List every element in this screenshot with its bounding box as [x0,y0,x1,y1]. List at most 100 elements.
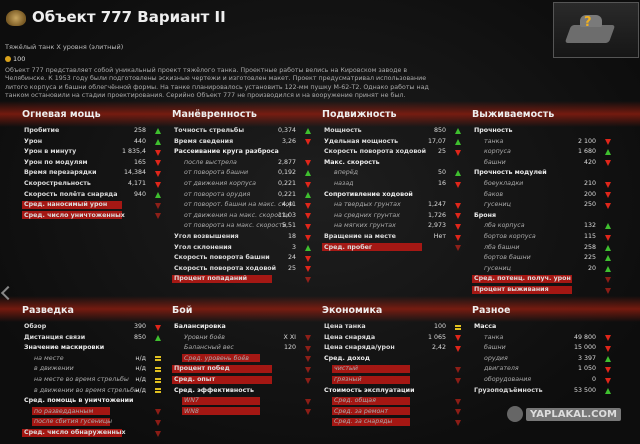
description: Объект 777 представляет собой уникальный… [5,67,429,99]
section-title: Разное [472,305,511,316]
highlight [472,274,572,283]
stat-value: 100 [433,323,446,330]
watermark-logo [507,406,523,422]
stat-value: 4,41 [281,201,296,209]
stat-label: Удельная мощность [324,137,399,145]
highlight [172,375,272,384]
stat-value: 2 100 [577,137,596,145]
trend-up [605,387,611,394]
vehicle-icon-label: ? [584,15,592,30]
stat-value: 420 [583,158,596,166]
stat-label: Процент попаданий [174,275,248,283]
trend-up [605,355,611,362]
stat-label: Мощность [324,127,362,134]
trend-same [155,366,161,372]
stat-value: 3,26 [281,137,296,145]
stat-label: баков [484,190,504,198]
stat-label: по разведданным [34,407,94,415]
stat-label: Урон в минуту [24,148,77,156]
trend-up [605,244,611,251]
stat-label: Время сведения [174,137,234,145]
stat-value: 1,726 [427,211,446,219]
stat-label: двигателя [484,365,519,373]
trend-down [155,324,161,331]
section-title: Выживаемость [472,109,555,120]
trend-down [455,366,461,373]
trend-up [605,149,611,156]
stat-value: 390 [133,323,146,330]
stat-value: 25 [437,148,446,156]
stat-label: после выстрела [184,158,237,166]
stat-value: 258 [133,127,146,134]
trend-down [155,419,161,426]
trend-up [305,170,311,177]
highlight [182,396,260,405]
highlight [32,407,110,416]
trend-down [155,213,161,220]
highlight [22,200,122,209]
stat-value: 850 [433,127,446,134]
stat-label: Угол возвышения [174,233,239,240]
section-title: Бой [172,305,193,316]
stat-label: на мягких грунтах [334,222,396,230]
stat-label: Прочность [474,127,513,134]
trend-up [605,223,611,230]
stat-value: 0,374 [277,127,296,134]
stat-label: Скорость поворота ходовой [324,148,427,156]
trend-down [455,234,461,241]
trend-down [305,409,311,416]
highlight [22,428,122,437]
stat-label: в движении [34,365,74,373]
stat-label: гусениц [484,264,511,272]
stat-value: 1 065 [427,333,446,341]
trend-down [155,160,161,167]
stat-label: Балансировка [174,323,226,330]
stat-label: бортов корпуса [484,233,536,240]
stat-value: 1 680 [577,148,596,156]
stat-value: 16 [437,180,446,187]
stat-label: Цена танка [324,323,366,330]
stat-value: 210 [583,180,596,187]
stat-label: на средних грунтах [334,211,401,219]
stat-label: Сред. число обнаруженных [24,429,126,436]
trend-down [455,409,461,416]
stat-label: WN7 [184,397,199,405]
trend-down [305,366,311,373]
stat-value: 3 [291,243,296,251]
trend-down [455,181,461,188]
trend-down [455,149,461,156]
trend-up [155,191,161,198]
stat-label: Скорость поворота ходовой [174,264,277,272]
gold-price: 100 [13,55,26,63]
stat-value: 225 [583,254,596,262]
highlight [472,285,572,294]
stat-value: 440 [133,137,146,145]
trend-down [305,202,311,209]
trend-down [155,430,161,437]
stat-label: WN8 [184,407,199,415]
trend-down [305,139,311,146]
trend-down [155,202,161,209]
stat-value: 0,221 [277,180,296,187]
stat-label: в движении во время стрельбы [34,386,139,394]
highlight [182,407,260,416]
trend-down [455,335,461,342]
section-title: Подвижность [322,109,397,120]
trend-down [605,335,611,342]
stat-value: 2,877 [277,158,296,166]
stat-value: 50 [437,169,446,177]
stat-label: Урон [24,137,43,145]
stat-label: Сред. опыт [174,376,216,383]
stat-label: Грузоподъёмность [474,386,543,394]
stat-value: 3 397 [577,354,596,362]
stat-label: от движения корпуса [184,180,257,187]
highlight [182,354,260,363]
trend-up [155,138,161,145]
trend-down [305,266,311,273]
vehicle-subtitle: Тяжёлый танк X уровня (элитный) [5,43,124,51]
trend-same [155,388,161,394]
stat-label: Масса [474,323,497,330]
trend-down [455,377,461,384]
stat-value: 2,973 [427,222,446,230]
